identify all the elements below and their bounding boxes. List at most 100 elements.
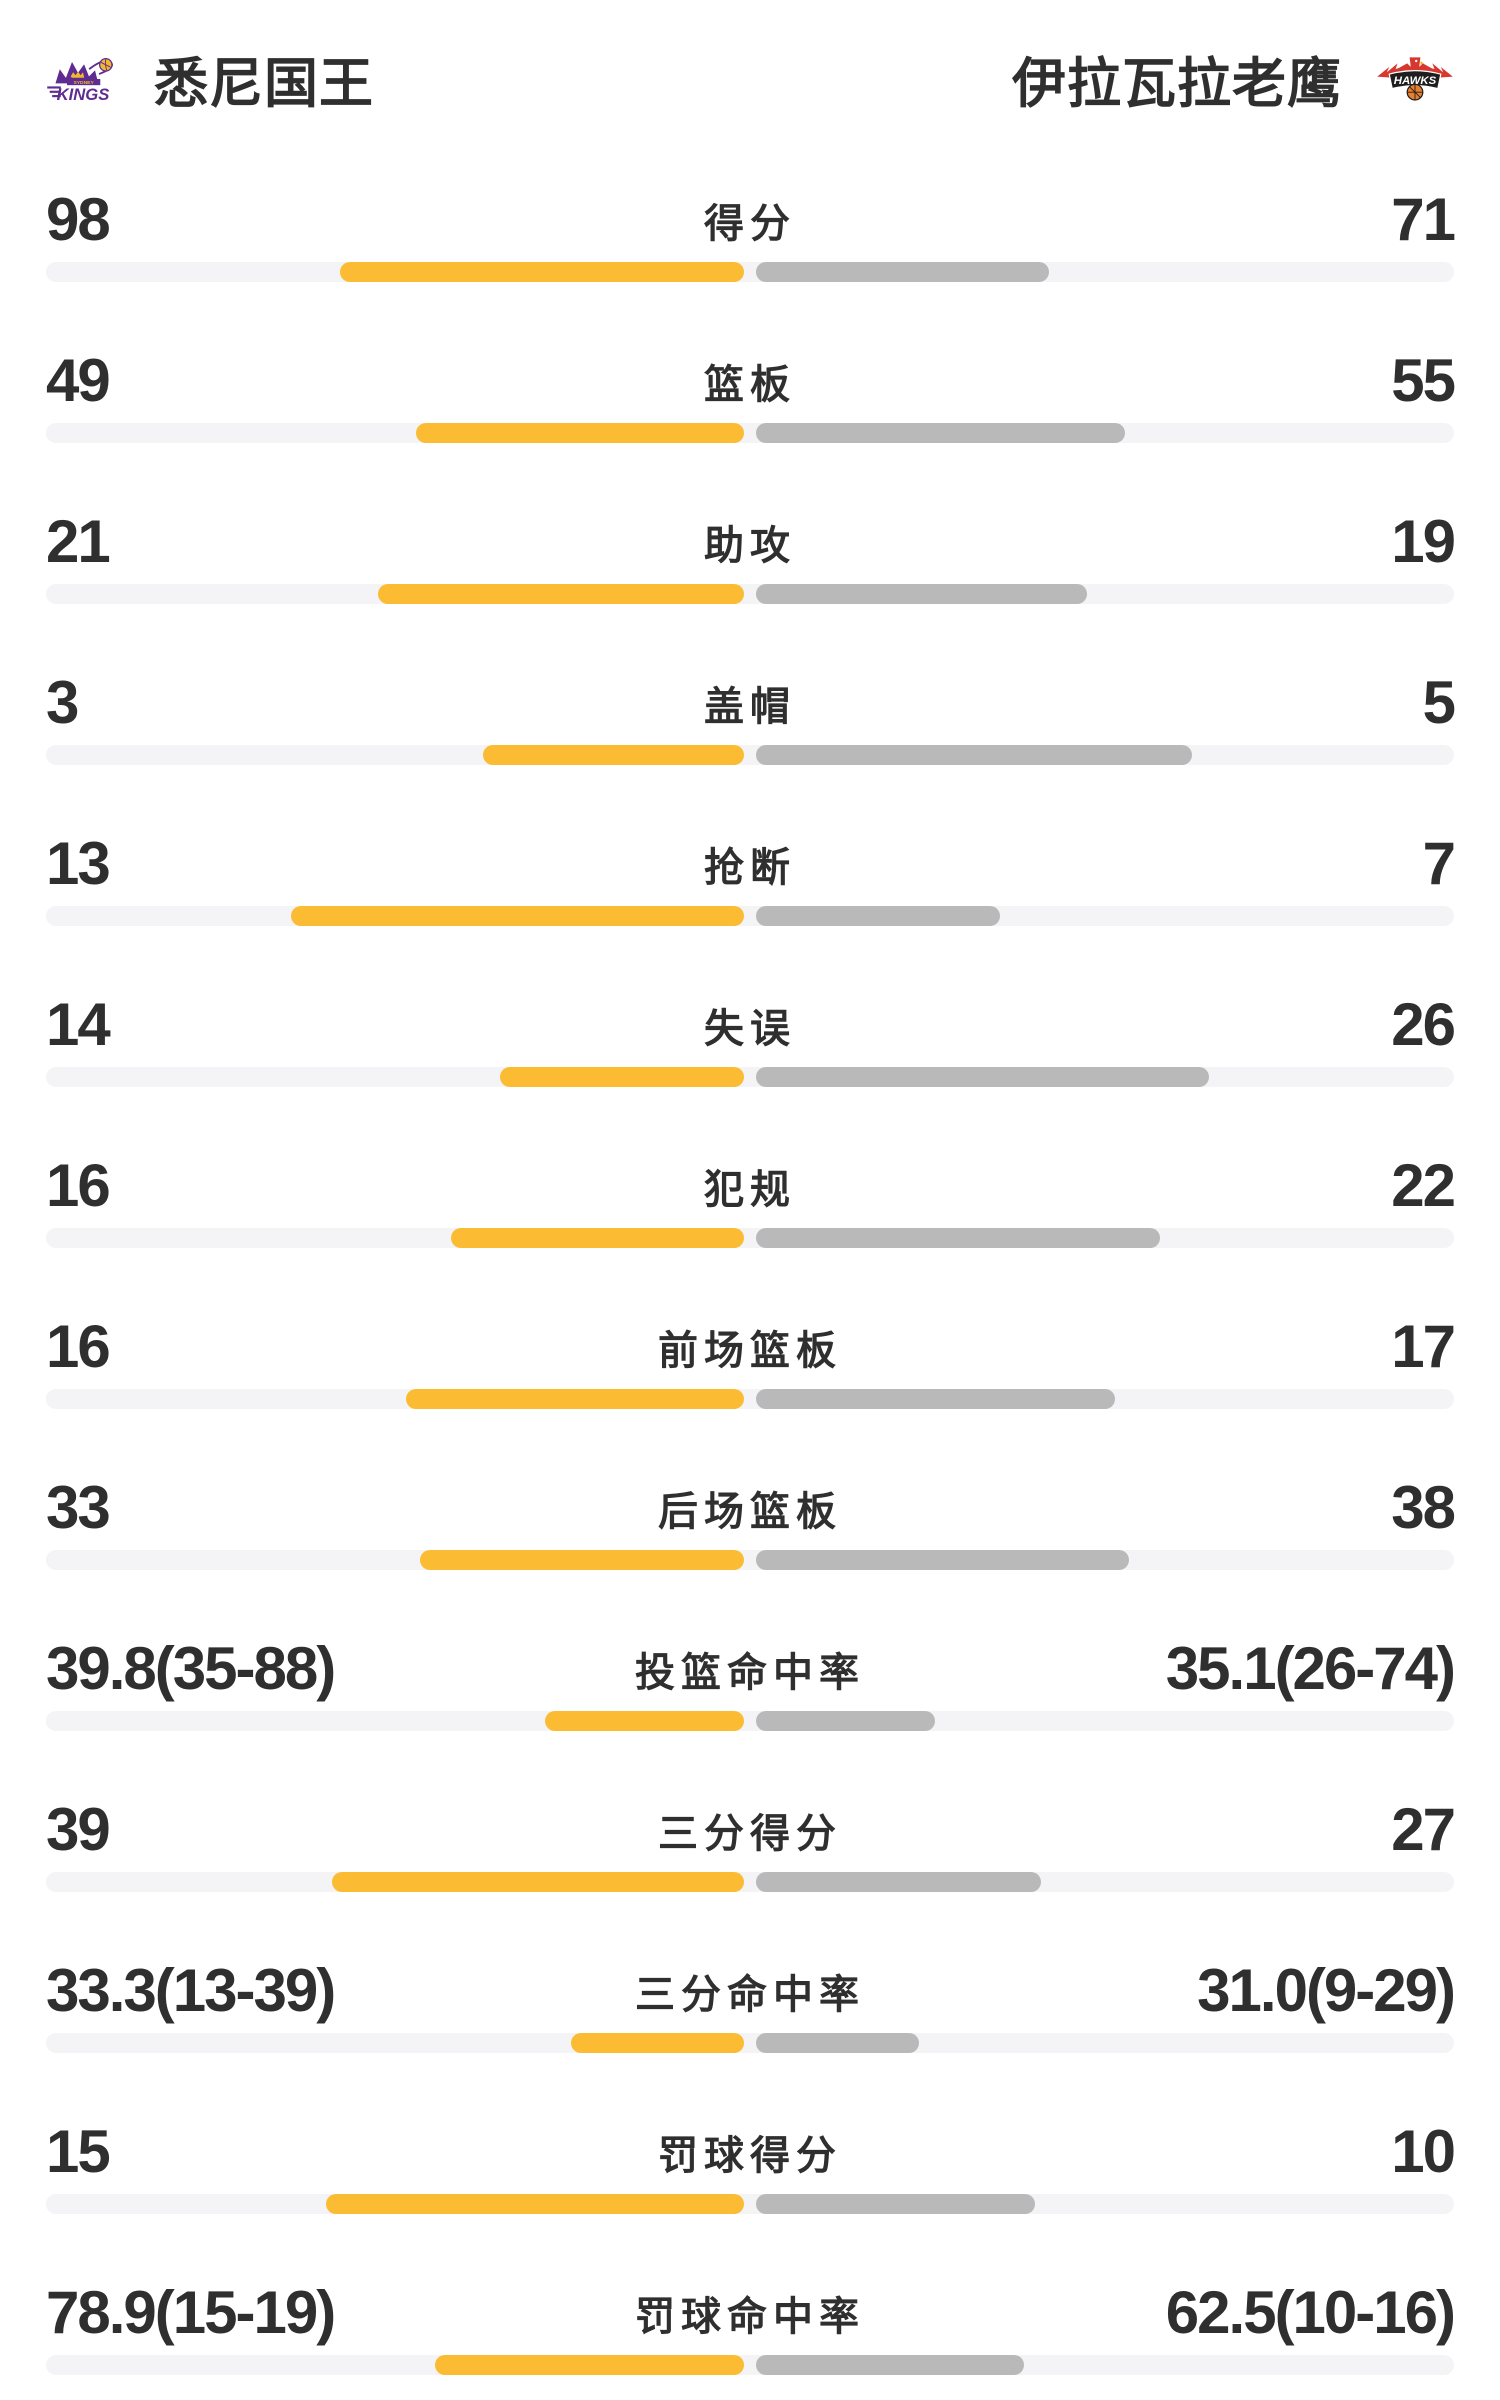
stat-bar-home (291, 906, 744, 926)
stat-bar-home (451, 1228, 744, 1248)
svg-text:SYDNEY: SYDNEY (73, 79, 94, 85)
stat-row-values: 39 三分得分 27 (46, 1796, 1456, 1863)
stat-value-home: 33 (46, 1474, 111, 1541)
sydney-kings-logo: SYDNEY KINGS (47, 57, 113, 103)
stat-row: 13 抢断 7 (46, 789, 1456, 950)
stat-value-away: 5 (1422, 669, 1456, 736)
stat-bar-away (756, 1550, 1129, 1570)
stat-value-away: 35.1(26-74) (1165, 1635, 1456, 1702)
stat-row-values: 33 后场篮板 38 (46, 1474, 1456, 1541)
stat-bar-track (46, 906, 1454, 926)
svg-text:HAWKS: HAWKS (1394, 74, 1437, 86)
stat-bar-home (340, 262, 744, 282)
stat-label: 三分命中率 (635, 1973, 865, 2017)
stat-row: 16 前场篮板 17 (46, 1272, 1456, 1433)
stat-value-away: 19 (1391, 508, 1456, 575)
stat-bar-home (545, 1711, 744, 1731)
stat-bar-track (46, 1228, 1454, 1248)
stat-bar-home (483, 745, 744, 765)
stat-bar-track (46, 2355, 1454, 2375)
stat-bar-track (46, 2194, 1454, 2214)
stat-row-values: 14 失误 26 (46, 991, 1456, 1058)
stat-value-away: 38 (1391, 1474, 1456, 1541)
stat-bar-home (420, 1550, 744, 1570)
stat-row: 98 得分 71 (46, 145, 1456, 306)
stat-value-away: 27 (1391, 1796, 1456, 1863)
stat-bar-track (46, 1389, 1454, 1409)
stat-label: 投篮命中率 (635, 1651, 865, 1695)
stat-bar-home (416, 423, 744, 443)
stat-bar-away (756, 423, 1125, 443)
stat-label: 犯规 (704, 1168, 796, 1212)
stat-bar-home (332, 1872, 744, 1892)
stat-bar-away (756, 1389, 1115, 1409)
stat-row: 21 助攻 19 (46, 467, 1456, 628)
stat-row: 16 犯规 22 (46, 1111, 1456, 1272)
stat-row: 33 后场篮板 38 (46, 1433, 1456, 1594)
stat-label: 得分 (704, 202, 796, 246)
stat-row-values: 16 犯规 22 (46, 1152, 1456, 1219)
stat-value-home: 16 (46, 1313, 111, 1380)
stat-value-away: 10 (1391, 2118, 1456, 2185)
stat-label: 盖帽 (704, 685, 796, 729)
stat-row: 3 盖帽 5 (46, 628, 1456, 789)
stat-row-values: 49 篮板 55 (46, 347, 1456, 414)
stat-bar-track (46, 423, 1454, 443)
stat-bar-track (46, 262, 1454, 282)
stat-bar-track (46, 584, 1454, 604)
stat-row-values: 3 盖帽 5 (46, 669, 1456, 736)
stat-bar-home (435, 2355, 744, 2375)
stat-bar-track (46, 745, 1454, 765)
stat-value-home: 98 (46, 186, 111, 253)
stat-bar-home (571, 2033, 744, 2053)
stat-value-home: 15 (46, 2118, 111, 2185)
stat-value-home: 39.8(35-88) (46, 1635, 336, 1702)
stat-label: 篮板 (704, 363, 796, 407)
stat-value-away: 17 (1391, 1313, 1456, 1380)
stat-value-away: 26 (1391, 991, 1456, 1058)
stat-row-values: 16 前场篮板 17 (46, 1313, 1456, 1380)
stat-value-home: 13 (46, 830, 111, 897)
stat-label: 失误 (704, 1007, 796, 1051)
stat-value-home: 16 (46, 1152, 111, 1219)
stat-bar-away (756, 1711, 935, 1731)
stat-value-home: 78.9(15-19) (46, 2279, 336, 2346)
stat-bar-away (756, 745, 1192, 765)
stat-value-home: 33.3(13-39) (46, 1957, 336, 2024)
stat-row: 15 罚球得分 10 (46, 2077, 1456, 2238)
away-team-header: 伊拉瓦拉老鹰 HAWKS (1012, 39, 1454, 118)
stat-bar-away (756, 262, 1049, 282)
stat-label: 前场篮板 (658, 1329, 842, 1373)
stat-label: 后场篮板 (658, 1490, 842, 1534)
stat-value-home: 39 (46, 1796, 111, 1863)
illawarra-hawks-logo: HAWKS (1377, 56, 1453, 101)
stat-row: 39 三分得分 27 (46, 1755, 1456, 1916)
stat-bar-track (46, 2033, 1454, 2053)
stat-row: 14 失误 26 (46, 950, 1456, 1111)
stat-row: 49 篮板 55 (46, 306, 1456, 467)
stat-bar-away (756, 906, 1000, 926)
stat-value-home: 21 (46, 508, 111, 575)
stat-bar-track (46, 1550, 1454, 1570)
stat-bar-away (756, 1228, 1160, 1248)
stat-bar-away (756, 2033, 919, 2053)
stats-list: 98 得分 71 49 篮板 55 21 助攻 19 (46, 145, 1456, 2399)
stat-bar-away (756, 1067, 1209, 1087)
stat-value-home: 49 (46, 347, 111, 414)
stat-bar-track (46, 1067, 1454, 1087)
stat-row-values: 78.9(15-19) 罚球命中率 62.5(10-16) (46, 2279, 1456, 2346)
stat-value-home: 14 (46, 991, 111, 1058)
stat-bar-away (756, 2355, 1024, 2375)
home-team-header: SYDNEY KINGS 悉尼国王 (46, 39, 374, 118)
stat-value-away: 31.0(9-29) (1197, 1957, 1456, 2024)
stat-value-away: 7 (1422, 830, 1456, 897)
stat-value-away: 55 (1391, 347, 1456, 414)
stat-label: 抢断 (704, 846, 796, 890)
stat-bar-home (500, 1067, 744, 1087)
stat-row-values: 39.8(35-88) 投篮命中率 35.1(26-74) (46, 1635, 1456, 1702)
stat-label: 罚球得分 (658, 2134, 842, 2178)
stat-bar-home (378, 584, 744, 604)
stat-label: 助攻 (704, 524, 796, 568)
stat-value-away: 22 (1391, 1152, 1456, 1219)
